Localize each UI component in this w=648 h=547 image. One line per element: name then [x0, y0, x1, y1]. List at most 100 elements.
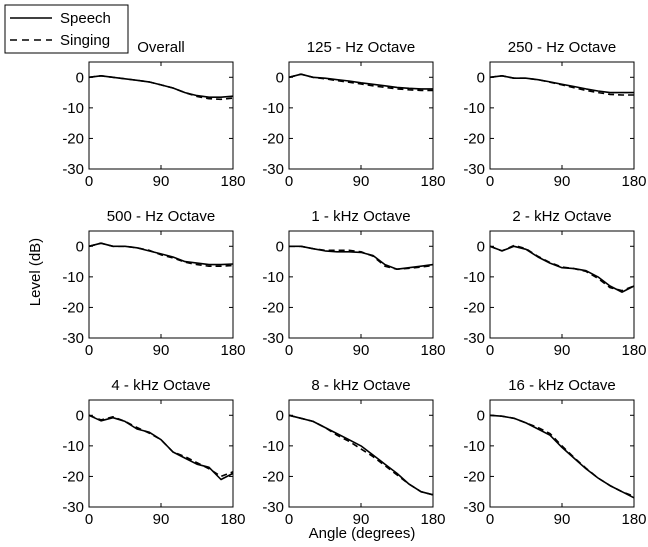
panel-6-ytick-label: -10: [463, 269, 485, 286]
x-axis-label: Angle (degrees): [309, 525, 416, 542]
panel-7-axes-box: [88, 399, 234, 508]
panel-3-ytick-label: -10: [463, 100, 485, 117]
panel-4-xtick-label: 180: [220, 342, 245, 359]
panel-4-title: 500 - Hz Octave: [107, 208, 215, 225]
panel-1-series-speech: [88, 75, 234, 98]
panel-8-ytick-label: -10: [262, 438, 284, 455]
panel-8-series-singing: [288, 414, 434, 496]
panel-7-xtick-label: 90: [153, 511, 170, 528]
panel-8-title: 8 - kHz Octave: [311, 377, 410, 394]
panel-5-axes-box: [288, 230, 434, 339]
panel-7-series-speech: [88, 414, 234, 481]
panel-1-axes-box: [88, 61, 234, 170]
panel-1-xtick-label: 180: [220, 173, 245, 190]
panel-4-ytick-label: 0: [76, 238, 84, 255]
panel-9-series-singing: [489, 414, 635, 498]
panel-8-ytick-label: -30: [262, 499, 284, 516]
panel-9-ytick-label: 0: [477, 407, 485, 424]
panel-7-xtick-label: 0: [85, 511, 93, 528]
panel-6-xtick-label: 180: [621, 342, 646, 359]
panel-2-ytick-label: -30: [262, 161, 284, 178]
panel-7-ytick-label: 0: [76, 407, 84, 424]
panel-4-xtick-label: 0: [85, 342, 93, 359]
legend-label-singing: Singing: [60, 32, 110, 49]
panel-1-ytick-label: -20: [62, 130, 84, 147]
panel-6-ytick-label: -30: [463, 330, 485, 347]
panel-3-xtick-label: 0: [486, 173, 494, 190]
panel-8-xtick-label: 180: [420, 511, 445, 528]
panel-2-ytick-label: -10: [262, 100, 284, 117]
panel-5-ytick-label: -30: [262, 330, 284, 347]
panel-8-axes-box: [288, 399, 434, 508]
panel-9-title: 16 - kHz Octave: [508, 377, 616, 394]
panel-8-xtick-label: 90: [353, 511, 370, 528]
panel-1-ytick-label: -30: [62, 161, 84, 178]
panel-5-ytick-label: -20: [262, 299, 284, 316]
panel-5-title: 1 - kHz Octave: [311, 208, 410, 225]
legend: Speech Singing: [4, 4, 129, 54]
panel-6-ytick-label: 0: [477, 238, 485, 255]
panel-4-axes-box: [88, 230, 234, 339]
panel-1-ytick-label: -10: [62, 100, 84, 117]
panel-3-ytick-label: -30: [463, 161, 485, 178]
panel-5-xtick-label: 0: [285, 342, 293, 359]
panel-9-xtick-label: 90: [554, 511, 571, 528]
panel-6-xtick-label: 0: [486, 342, 494, 359]
panel-1-series-singing: [88, 75, 234, 101]
panel-2-axes-box: [288, 61, 434, 170]
panel-5-ytick-label: 0: [276, 238, 284, 255]
panel-5-series-speech: [289, 245, 434, 271]
panel-8-series-speech: [288, 414, 434, 496]
panel-7-ytick-label: -30: [62, 499, 84, 516]
panel-9-ytick-label: -10: [463, 438, 485, 455]
legend-label-speech: Speech: [60, 10, 111, 27]
panel-3-title: 250 - Hz Octave: [508, 39, 616, 56]
panel-6-series-singing: [489, 244, 635, 292]
panel-6-series-speech: [489, 245, 635, 293]
panel-1-xtick-label: 90: [153, 173, 170, 190]
panel-7-series-singing: [88, 414, 234, 478]
panel-5-series-singing: [289, 245, 434, 271]
panel-2-xtick-label: 180: [420, 173, 445, 190]
panel-5-ytick-label: -10: [262, 269, 284, 286]
panel-2-ytick-label: 0: [276, 69, 284, 86]
panel-9-xtick-label: 0: [486, 511, 494, 528]
panel-8-ytick-label: 0: [276, 407, 284, 424]
panel-8-ytick-label: -20: [262, 468, 284, 485]
panel-9-axes-box: [489, 399, 635, 508]
panel-9-series-speech: [489, 414, 635, 499]
panel-7-ytick-label: -10: [62, 438, 84, 455]
panel-2-series-singing: [288, 73, 433, 92]
panel-7-xtick-label: 180: [220, 511, 245, 528]
panel-3-xtick-label: 90: [554, 173, 571, 190]
panel-9-ytick-label: -30: [463, 499, 485, 516]
panel-6-title: 2 - kHz Octave: [512, 208, 611, 225]
panel-5-xtick-label: 90: [353, 342, 370, 359]
panel-1-xtick-label: 0: [85, 173, 93, 190]
panel-4-ytick-label: -30: [62, 330, 84, 347]
panel-2-xtick-label: 90: [353, 173, 370, 190]
panel-2-ytick-label: -20: [262, 130, 284, 147]
panel-4-ytick-label: -10: [62, 269, 84, 286]
panel-8-xtick-label: 0: [285, 511, 293, 528]
panel-9-xtick-label: 180: [621, 511, 646, 528]
panel-6-xtick-label: 90: [554, 342, 571, 359]
panel-3-series-singing: [489, 75, 634, 96]
panel-4-xtick-label: 90: [153, 342, 170, 359]
panel-1-title: Overall: [137, 39, 185, 56]
panel-5-xtick-label: 180: [420, 342, 445, 359]
panel-3-xtick-label: 180: [621, 173, 646, 190]
panel-4-ytick-label: -20: [62, 299, 84, 316]
panel-6-ytick-label: -20: [463, 299, 485, 316]
panel-2-title: 125 - Hz Octave: [307, 39, 415, 56]
panel-7-title: 4 - kHz Octave: [111, 377, 210, 394]
